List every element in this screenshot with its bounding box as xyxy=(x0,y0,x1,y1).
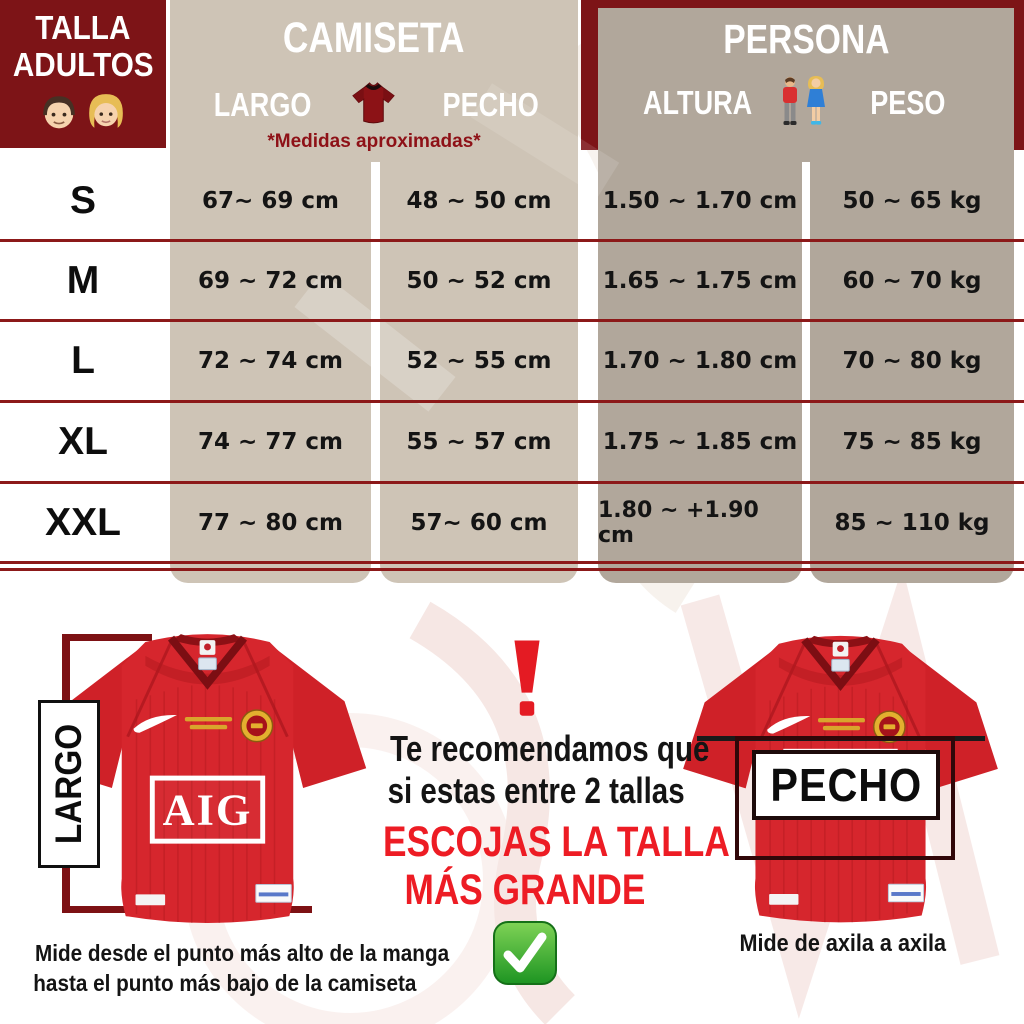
peso-column-panel xyxy=(810,162,1014,583)
pecho-value: 50 ~ 52 cm xyxy=(406,267,552,294)
corner-title-line1: TALLA xyxy=(35,9,131,46)
camiseta-title: CAMISETA xyxy=(283,14,465,62)
peso-value: 60 ~ 70 kg xyxy=(842,267,982,294)
green-checkbox-icon xyxy=(493,921,557,985)
sponsor-text: AIG xyxy=(163,784,253,834)
persona-col-altura-header: ALTURA xyxy=(643,84,753,121)
advice-strong-line-1: ESCOJAS LA TALLA xyxy=(383,818,730,866)
largo-value: 69 ~ 72 cm xyxy=(198,267,343,294)
largo-column-panel xyxy=(170,162,371,583)
adult-faces xyxy=(0,92,166,132)
pecho-value: 55 ~ 57 cm xyxy=(406,429,552,455)
club-crest xyxy=(873,710,906,744)
swoosh-logo xyxy=(767,716,811,734)
size-label: S xyxy=(69,178,96,222)
row-separator xyxy=(0,561,1024,564)
largo-bracket-top xyxy=(62,634,152,641)
pecho-outer-frame xyxy=(735,736,955,860)
advice-line-2: si estas entre 2 tallas xyxy=(387,770,685,811)
standing-woman-icon xyxy=(807,76,825,125)
row-separator xyxy=(0,481,1024,484)
corner-title: TALLA ADULTOS xyxy=(0,0,166,84)
largo-value: 67~ 69 cm xyxy=(202,187,339,214)
peso-value: 50 ~ 65 kg xyxy=(842,187,982,214)
advice-line-1: Te recomendamos que xyxy=(390,728,710,769)
largo-value: 74 ~ 77 cm xyxy=(198,429,343,455)
largo-caption: Mide desde el punto más alto de la manga… xyxy=(33,940,450,997)
altura-value: 1.75 ~ 1.85 cm xyxy=(602,429,798,455)
row-separator xyxy=(0,319,1024,322)
peso-value: 85 ~ 110 kg xyxy=(834,509,990,536)
club-crest xyxy=(240,709,274,743)
pecho-value: 48 ~ 50 cm xyxy=(406,187,552,214)
altura-column-panel xyxy=(598,162,802,583)
largo-value: 77 ~ 80 cm xyxy=(198,509,343,536)
peso-value: 70 ~ 80 kg xyxy=(842,348,982,374)
corner-talla-adultos-box: TALLA ADULTOS xyxy=(0,0,166,148)
row-separator xyxy=(0,400,1024,403)
largo-value: 72 ~ 74 cm xyxy=(198,348,343,374)
persona-col-peso-header: PESO xyxy=(870,84,946,121)
altura-value: 1.65 ~ 1.75 cm xyxy=(602,267,798,294)
size-label: XL xyxy=(58,420,108,463)
largo-measure-label: LARGO xyxy=(38,700,100,868)
standing-man-icon xyxy=(783,77,797,125)
pecho-measure-label: PECHO xyxy=(752,750,940,820)
row-separator xyxy=(0,239,1024,242)
altura-value: 1.80 ~ +1.90 cm xyxy=(598,497,759,548)
man-face-icon xyxy=(43,96,75,129)
swoosh-logo xyxy=(133,714,177,733)
sponsor-box xyxy=(149,775,266,844)
pecho-caption: Mide de axila a axila xyxy=(739,930,947,957)
corner-title-line2: ADULTOS xyxy=(12,45,154,83)
persona-header-band xyxy=(598,8,1014,162)
blonde-woman-face-icon xyxy=(89,94,123,128)
camiseta-header-band xyxy=(170,0,578,162)
advice-strong-line-2: MÁS GRANDE xyxy=(404,866,646,914)
altura-value: 1.70 ~ 1.80 cm xyxy=(602,348,798,374)
jersey-left-image: AIG xyxy=(48,634,367,923)
altura-value: 1.50 ~ 1.70 cm xyxy=(602,187,798,214)
pecho-column-panel xyxy=(380,162,578,583)
row-separator xyxy=(0,568,1024,571)
measurements-note: *Medidas aproximadas* xyxy=(267,131,481,152)
peso-value: 75 ~ 85 kg xyxy=(842,429,982,455)
persona-title: PERSONA xyxy=(722,16,890,62)
size-label: L xyxy=(71,339,95,382)
pecho-value: 57~ 60 cm xyxy=(410,509,548,536)
red-exclamation-icon xyxy=(514,640,540,716)
pecho-value: 52 ~ 55 cm xyxy=(406,348,552,374)
size-label: XXL xyxy=(45,500,121,544)
camiseta-col-pecho-header: PECHO xyxy=(442,86,539,123)
polo-shirt-icon xyxy=(352,82,395,124)
size-label: M xyxy=(66,258,100,302)
camiseta-col-largo-header: LARGO xyxy=(213,86,312,123)
